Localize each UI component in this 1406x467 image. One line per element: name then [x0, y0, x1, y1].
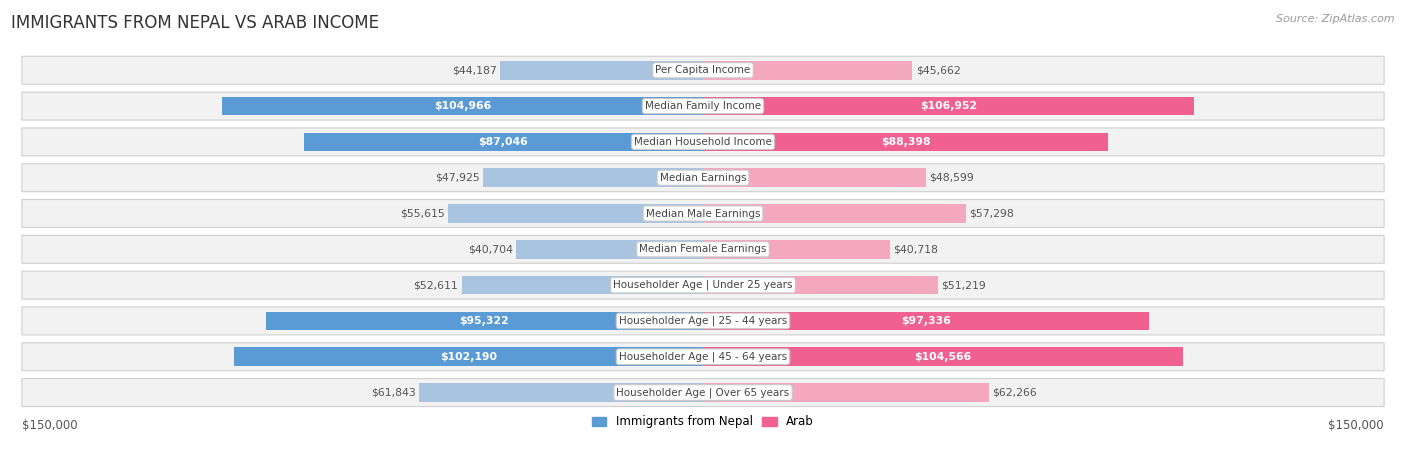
Bar — [703, 169, 927, 187]
Text: $97,336: $97,336 — [901, 316, 952, 326]
Bar — [222, 97, 703, 115]
Bar — [449, 204, 703, 223]
Bar — [703, 204, 966, 223]
Text: $150,000: $150,000 — [1329, 419, 1384, 432]
Legend: Immigrants from Nepal, Arab: Immigrants from Nepal, Arab — [588, 411, 818, 433]
Bar — [703, 240, 890, 259]
Bar — [703, 383, 988, 402]
Text: $104,566: $104,566 — [914, 352, 972, 362]
Text: $40,718: $40,718 — [893, 244, 938, 255]
Text: $150,000: $150,000 — [22, 419, 77, 432]
Bar — [703, 347, 1182, 366]
Text: Median Household Income: Median Household Income — [634, 137, 772, 147]
Text: Median Earnings: Median Earnings — [659, 173, 747, 183]
FancyBboxPatch shape — [22, 92, 1384, 120]
Text: Householder Age | Over 65 years: Householder Age | Over 65 years — [616, 387, 790, 398]
Bar — [703, 61, 912, 79]
Bar — [235, 347, 703, 366]
Bar — [501, 61, 703, 79]
Text: IMMIGRANTS FROM NEPAL VS ARAB INCOME: IMMIGRANTS FROM NEPAL VS ARAB INCOME — [11, 14, 380, 32]
FancyBboxPatch shape — [22, 57, 1384, 84]
Text: $52,611: $52,611 — [413, 280, 458, 290]
FancyBboxPatch shape — [22, 199, 1384, 227]
Text: $102,190: $102,190 — [440, 352, 498, 362]
Bar — [484, 169, 703, 187]
Bar — [703, 133, 1108, 151]
Bar — [703, 311, 1150, 330]
Text: Per Capita Income: Per Capita Income — [655, 65, 751, 75]
Text: $88,398: $88,398 — [882, 137, 931, 147]
Bar — [461, 276, 703, 294]
Text: $40,704: $40,704 — [468, 244, 513, 255]
Text: $106,952: $106,952 — [920, 101, 977, 111]
Text: $62,266: $62,266 — [993, 388, 1036, 397]
Text: Householder Age | 45 - 64 years: Householder Age | 45 - 64 years — [619, 352, 787, 362]
Text: Householder Age | 25 - 44 years: Householder Age | 25 - 44 years — [619, 316, 787, 326]
Bar — [516, 240, 703, 259]
Text: $95,322: $95,322 — [460, 316, 509, 326]
Bar — [703, 276, 938, 294]
Text: $48,599: $48,599 — [929, 173, 974, 183]
FancyBboxPatch shape — [22, 164, 1384, 191]
Text: Householder Age | Under 25 years: Householder Age | Under 25 years — [613, 280, 793, 290]
FancyBboxPatch shape — [22, 235, 1384, 263]
Text: $87,046: $87,046 — [478, 137, 529, 147]
Text: $57,298: $57,298 — [969, 208, 1014, 219]
Text: $47,925: $47,925 — [434, 173, 479, 183]
Text: $45,662: $45,662 — [915, 65, 960, 75]
Text: $44,187: $44,187 — [453, 65, 496, 75]
FancyBboxPatch shape — [22, 379, 1384, 406]
Bar — [304, 133, 703, 151]
Text: $61,843: $61,843 — [371, 388, 416, 397]
Text: Source: ZipAtlas.com: Source: ZipAtlas.com — [1277, 14, 1395, 24]
Text: $55,615: $55,615 — [399, 208, 444, 219]
Text: Median Family Income: Median Family Income — [645, 101, 761, 111]
Text: Median Female Earnings: Median Female Earnings — [640, 244, 766, 255]
Text: $51,219: $51,219 — [942, 280, 986, 290]
Bar — [419, 383, 703, 402]
Bar — [266, 311, 703, 330]
Text: Median Male Earnings: Median Male Earnings — [645, 208, 761, 219]
Text: $104,966: $104,966 — [433, 101, 491, 111]
Bar — [703, 97, 1194, 115]
FancyBboxPatch shape — [22, 128, 1384, 156]
FancyBboxPatch shape — [22, 307, 1384, 335]
FancyBboxPatch shape — [22, 343, 1384, 371]
FancyBboxPatch shape — [22, 271, 1384, 299]
